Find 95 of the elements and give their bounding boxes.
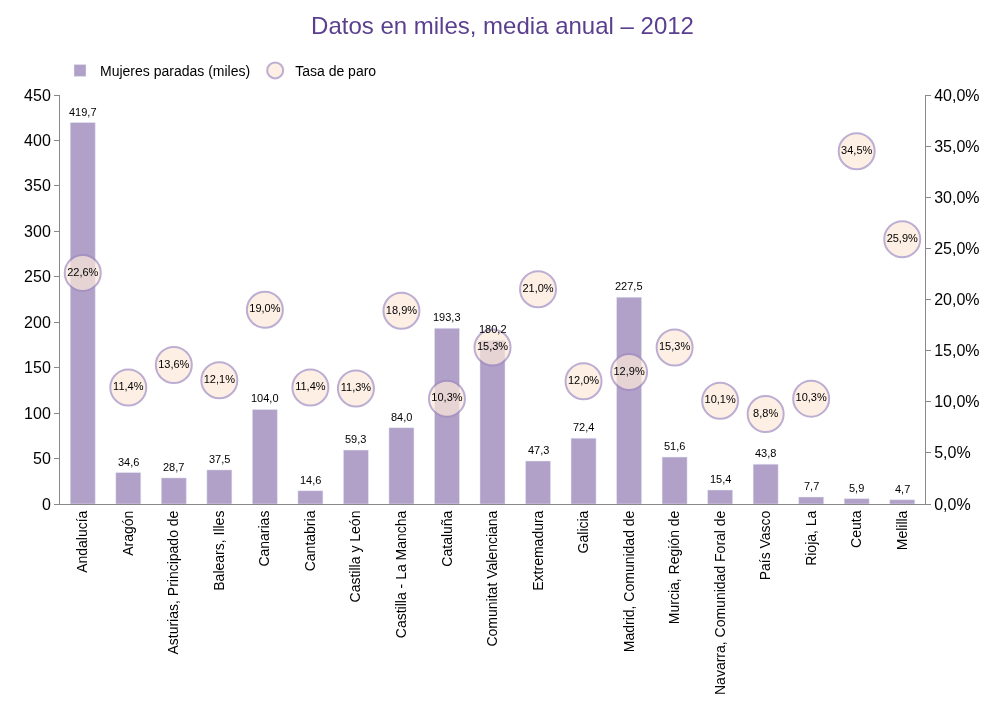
x-tick-label: Castilla y León bbox=[347, 510, 364, 603]
bar bbox=[252, 409, 278, 504]
data-label: 4,7 bbox=[895, 483, 911, 495]
y-tick-label: 200 bbox=[24, 313, 51, 331]
x-tick-label: Comunitat Valenciana bbox=[484, 510, 501, 647]
data-label: 419,7 bbox=[69, 106, 97, 118]
data-label: 47,3 bbox=[528, 444, 550, 456]
bar bbox=[525, 460, 551, 504]
y-tick-label: 400 bbox=[24, 132, 51, 150]
bar bbox=[69, 122, 96, 504]
y-tick-label: 150 bbox=[24, 359, 51, 377]
data-label: 12,9% bbox=[613, 364, 645, 377]
y2-tick-label: 40,0% bbox=[934, 86, 980, 104]
data-label: 180,2 bbox=[479, 323, 507, 335]
y-tick-label: 0 bbox=[41, 495, 51, 513]
data-label: 22,6% bbox=[67, 265, 99, 278]
x-tick-label: Cantabria bbox=[301, 510, 318, 572]
x-tick-label: Ceuta bbox=[848, 510, 865, 548]
legend-label: Tasa de paro bbox=[295, 62, 377, 79]
x-tick-label: Navarra, Comunidad Foral de bbox=[711, 510, 728, 696]
data-label: 11,4% bbox=[113, 380, 144, 393]
data-label: 10,3% bbox=[795, 391, 827, 404]
x-tick-label: Andalucía bbox=[74, 510, 91, 573]
data-label: 34,5% bbox=[841, 143, 873, 156]
data-label: 59,3 bbox=[345, 433, 367, 445]
data-label: 10,1% bbox=[704, 393, 736, 406]
bar bbox=[161, 477, 187, 504]
data-label: 51,6 bbox=[664, 440, 686, 452]
x-tick-label: Aragón bbox=[119, 510, 136, 556]
data-label: 104,0 bbox=[251, 392, 279, 404]
bar bbox=[798, 496, 824, 504]
x-tick-label: Extremadura bbox=[529, 510, 546, 591]
bar bbox=[889, 499, 916, 504]
y-tick-label: 100 bbox=[24, 404, 51, 422]
y2-tick-label: 30,0% bbox=[934, 188, 980, 206]
x-tick-label: Murcia, Región de bbox=[666, 510, 683, 625]
data-label: 11,3% bbox=[340, 381, 372, 394]
bar bbox=[115, 472, 142, 504]
y-tick-label: 300 bbox=[24, 222, 51, 240]
y2-tick-label: 20,0% bbox=[934, 291, 980, 309]
bar bbox=[343, 449, 369, 504]
data-label: 14,6 bbox=[300, 474, 322, 486]
bar bbox=[843, 498, 870, 504]
data-label: 28,7 bbox=[163, 461, 185, 473]
legend-label: Mujeres paradas (miles) bbox=[100, 62, 251, 79]
y-tick-label: 350 bbox=[24, 177, 51, 195]
data-label: 193,3 bbox=[433, 311, 461, 323]
x-tick-label: Balears, Illes bbox=[210, 510, 227, 591]
data-label: 10,3% bbox=[431, 391, 463, 404]
data-label: 34,6 bbox=[118, 456, 140, 468]
data-label: 25,9% bbox=[886, 231, 919, 244]
bar bbox=[388, 427, 415, 504]
y-tick-label: 50 bbox=[33, 450, 51, 468]
x-tick-label: Galicia bbox=[575, 510, 592, 554]
bar bbox=[570, 437, 597, 504]
bar bbox=[297, 490, 324, 504]
y2-tick-label: 5,0% bbox=[934, 444, 971, 462]
data-label: 227,5 bbox=[615, 280, 643, 292]
bar bbox=[661, 456, 688, 504]
x-tick-label: Rioja, La bbox=[802, 510, 819, 566]
data-label: 18,9% bbox=[385, 303, 418, 316]
data-label: 11,4% bbox=[295, 380, 326, 393]
y2-tick-label: 25,0% bbox=[934, 239, 980, 257]
data-label: 21,0% bbox=[522, 282, 554, 295]
x-tick-label: País Vasco bbox=[757, 510, 774, 581]
bar bbox=[752, 463, 779, 504]
chart-title: Datos en miles, media anual – 2012 bbox=[311, 12, 694, 40]
y-tick-label: 250 bbox=[24, 268, 51, 286]
y2-tick-label: 15,0% bbox=[934, 342, 980, 360]
data-label: 72,4 bbox=[573, 421, 595, 433]
x-tick-label: Castilla - La Mancha bbox=[393, 510, 409, 639]
data-label: 15,4 bbox=[710, 473, 732, 485]
data-label: 15,3% bbox=[659, 340, 691, 353]
data-label: 8,8% bbox=[753, 406, 779, 419]
data-label: 43,8 bbox=[755, 447, 777, 459]
data-label: 5,9 bbox=[849, 482, 865, 494]
x-tick-label: Cataluña bbox=[438, 510, 455, 567]
data-label: 12,0% bbox=[567, 374, 600, 387]
data-label: 15,3% bbox=[476, 340, 509, 353]
y2-tick-label: 0,0% bbox=[934, 495, 971, 513]
data-label: 7,7 bbox=[804, 480, 820, 492]
data-label: 19,0% bbox=[249, 302, 281, 315]
y2-tick-label: 10,0% bbox=[934, 393, 980, 411]
data-label: 84,0 bbox=[391, 411, 413, 423]
data-label: 12,1% bbox=[203, 373, 236, 386]
y-tick-label: 450 bbox=[24, 86, 51, 104]
data-label: 13,6% bbox=[158, 357, 190, 370]
bar bbox=[707, 489, 733, 504]
x-tick-label: Melilla bbox=[893, 510, 910, 551]
bar bbox=[206, 469, 233, 504]
x-tick-label: Asturias, Principado de bbox=[165, 510, 182, 655]
x-tick-label: Canarias bbox=[256, 510, 273, 567]
data-label: 37,5 bbox=[209, 453, 231, 465]
x-tick-label: Madrid, Comunidad de bbox=[620, 510, 637, 653]
y2-tick-label: 35,0% bbox=[934, 137, 980, 155]
